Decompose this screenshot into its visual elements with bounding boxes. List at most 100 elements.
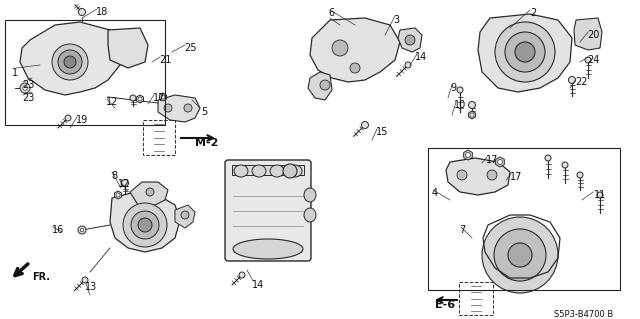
Bar bbox=[5, 20, 165, 125]
Polygon shape bbox=[478, 14, 572, 92]
Text: 14: 14 bbox=[415, 52, 428, 62]
Text: 25: 25 bbox=[184, 43, 196, 53]
Circle shape bbox=[184, 104, 192, 112]
Polygon shape bbox=[158, 95, 200, 122]
Circle shape bbox=[130, 95, 136, 101]
Circle shape bbox=[78, 226, 86, 234]
Polygon shape bbox=[130, 182, 168, 205]
Circle shape bbox=[495, 22, 555, 82]
Text: 17: 17 bbox=[486, 155, 499, 165]
Text: 19: 19 bbox=[76, 115, 88, 125]
Circle shape bbox=[562, 162, 568, 168]
Circle shape bbox=[457, 87, 463, 93]
Text: 12: 12 bbox=[106, 97, 118, 107]
Bar bbox=[428, 148, 620, 290]
Circle shape bbox=[64, 56, 76, 68]
Polygon shape bbox=[310, 18, 400, 82]
Polygon shape bbox=[20, 22, 125, 95]
Circle shape bbox=[470, 113, 474, 117]
Circle shape bbox=[122, 180, 129, 187]
Polygon shape bbox=[159, 93, 166, 101]
Text: 2: 2 bbox=[530, 8, 536, 18]
Polygon shape bbox=[110, 192, 180, 252]
Text: 10: 10 bbox=[454, 100, 467, 110]
Polygon shape bbox=[108, 28, 148, 68]
Ellipse shape bbox=[252, 165, 266, 177]
Polygon shape bbox=[463, 150, 472, 160]
Ellipse shape bbox=[288, 165, 302, 177]
Text: 3: 3 bbox=[393, 15, 399, 25]
Circle shape bbox=[468, 101, 476, 108]
Circle shape bbox=[585, 57, 591, 63]
Polygon shape bbox=[175, 205, 195, 228]
Circle shape bbox=[320, 80, 330, 90]
Text: 23: 23 bbox=[22, 80, 35, 90]
Text: M-2: M-2 bbox=[195, 138, 218, 148]
Circle shape bbox=[487, 170, 497, 180]
Circle shape bbox=[146, 188, 154, 196]
Circle shape bbox=[58, 50, 82, 74]
Text: FR.: FR. bbox=[32, 272, 50, 282]
Polygon shape bbox=[495, 157, 504, 167]
Circle shape bbox=[465, 152, 470, 158]
Circle shape bbox=[123, 203, 167, 247]
Circle shape bbox=[80, 228, 84, 232]
Circle shape bbox=[597, 192, 603, 198]
Circle shape bbox=[52, 44, 88, 80]
Text: 8: 8 bbox=[111, 171, 117, 181]
Circle shape bbox=[239, 272, 245, 278]
Text: S5P3-B4700 B: S5P3-B4700 B bbox=[554, 310, 613, 319]
Circle shape bbox=[79, 9, 86, 16]
Text: 20: 20 bbox=[587, 30, 600, 40]
Circle shape bbox=[138, 218, 152, 232]
Circle shape bbox=[138, 97, 142, 101]
Circle shape bbox=[131, 211, 159, 239]
Circle shape bbox=[505, 32, 545, 72]
Ellipse shape bbox=[234, 165, 248, 177]
Text: 21: 21 bbox=[159, 55, 172, 65]
Circle shape bbox=[515, 42, 535, 62]
Polygon shape bbox=[574, 18, 602, 50]
Circle shape bbox=[568, 77, 575, 84]
Circle shape bbox=[164, 104, 172, 112]
Text: 15: 15 bbox=[376, 127, 388, 137]
Polygon shape bbox=[308, 72, 332, 100]
Circle shape bbox=[494, 229, 546, 281]
Bar bbox=[143, 120, 175, 155]
Polygon shape bbox=[468, 111, 476, 119]
Circle shape bbox=[362, 122, 369, 129]
Text: 4: 4 bbox=[432, 188, 438, 198]
Circle shape bbox=[20, 83, 30, 93]
Text: 1: 1 bbox=[12, 68, 18, 78]
Circle shape bbox=[23, 86, 28, 90]
Text: 16: 16 bbox=[52, 225, 64, 235]
Text: 7: 7 bbox=[459, 225, 465, 235]
Ellipse shape bbox=[304, 208, 316, 222]
Circle shape bbox=[283, 164, 297, 178]
Text: 18: 18 bbox=[96, 7, 108, 17]
Text: 22: 22 bbox=[575, 77, 588, 87]
Text: 5: 5 bbox=[201, 107, 207, 117]
Circle shape bbox=[350, 63, 360, 73]
Circle shape bbox=[405, 35, 415, 45]
Polygon shape bbox=[136, 95, 143, 103]
Text: 17: 17 bbox=[510, 172, 522, 182]
Circle shape bbox=[457, 170, 467, 180]
Ellipse shape bbox=[304, 188, 316, 202]
Text: 11: 11 bbox=[594, 190, 606, 200]
Circle shape bbox=[497, 160, 502, 165]
Circle shape bbox=[508, 243, 532, 267]
Text: 17: 17 bbox=[153, 93, 165, 103]
Circle shape bbox=[82, 277, 88, 283]
Circle shape bbox=[405, 62, 411, 68]
Text: 6: 6 bbox=[328, 8, 334, 18]
Circle shape bbox=[161, 95, 165, 99]
Circle shape bbox=[577, 172, 583, 178]
Circle shape bbox=[181, 211, 189, 219]
Text: 23: 23 bbox=[22, 93, 35, 103]
Circle shape bbox=[482, 217, 558, 293]
Ellipse shape bbox=[233, 239, 303, 259]
Text: 9: 9 bbox=[450, 83, 456, 93]
Ellipse shape bbox=[270, 165, 284, 177]
Circle shape bbox=[545, 155, 551, 161]
